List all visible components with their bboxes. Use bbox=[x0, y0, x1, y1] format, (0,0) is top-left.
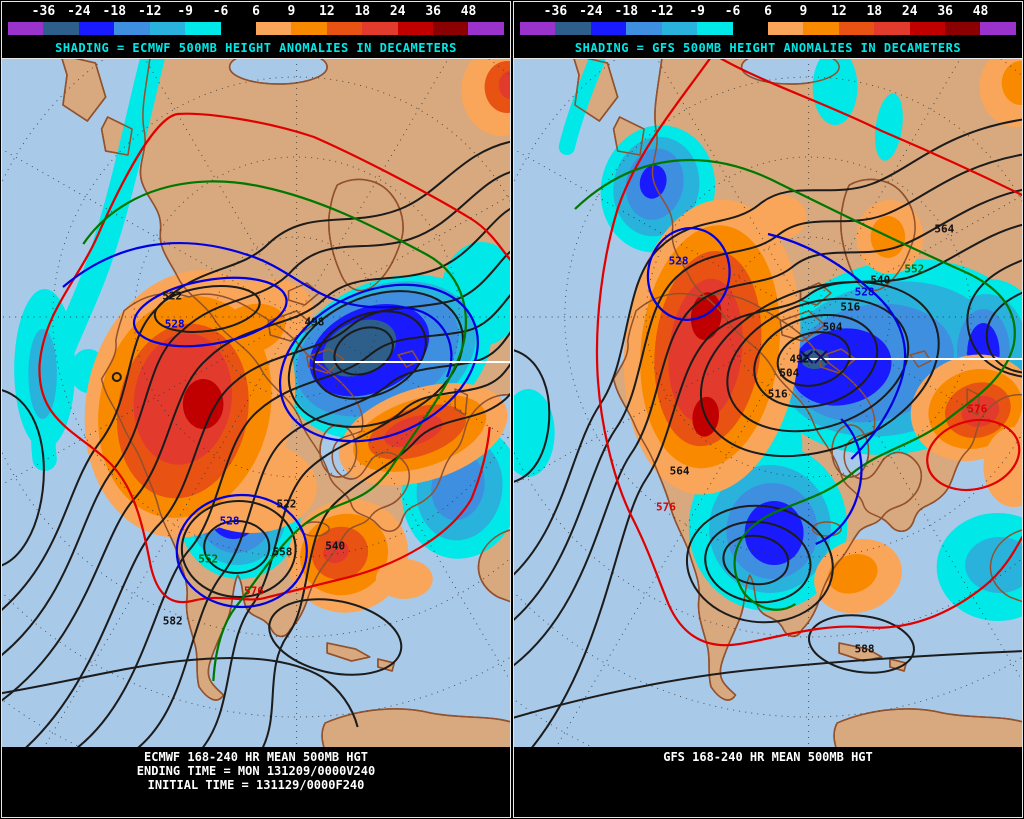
colorbar-tick-label: -36 bbox=[543, 4, 568, 19]
colorbar-tick-label: -24 bbox=[67, 4, 91, 19]
colorbar-tick-label: 9 bbox=[287, 4, 296, 19]
caption-line: GFS 168-240 HR MEAN 500MB HGT bbox=[663, 750, 873, 764]
height-contours-colored bbox=[574, 59, 1022, 647]
map-ecmwf: 522 528 498 522 528 552 558 540 576 582 bbox=[2, 59, 510, 747]
panel-gfs: -36 -24 -18 -12 -9 -6 6 9 12 18 24 36 48 SHADING = G… bbox=[513, 1, 1023, 818]
colorbar-segment bbox=[874, 22, 910, 35]
colorbar-tick-label: 12 bbox=[831, 4, 847, 19]
colorbar-tick-label: 6 bbox=[252, 4, 260, 19]
colorbar-header-gfs: -36 -24 -18 -12 -9 -6 6 9 12 18 24 36 48 SHADING = G… bbox=[514, 2, 1022, 59]
shading-title: SHADING = GFS 500MB HEIGHT ANOMALIES IN … bbox=[574, 41, 962, 55]
colorbar-tick-label: -24 bbox=[579, 4, 603, 19]
colorbar-tick-label: 36 bbox=[937, 4, 953, 19]
colorbar-tick-labels: -36 -24 -18 -12 -9 -6 6 9 12 18 24 36 48 bbox=[520, 4, 1016, 20]
colorbar-segment bbox=[255, 22, 292, 35]
shading-title: SHADING = ECMWF 500MB HEIGHT ANOMALIES I… bbox=[55, 41, 457, 55]
colorbar-segment bbox=[697, 22, 733, 35]
colorbar-segment bbox=[661, 22, 698, 35]
colorbar-segment bbox=[433, 22, 469, 35]
height-contours-colored bbox=[38, 112, 510, 682]
colorbar-tick-label: 12 bbox=[319, 4, 335, 19]
colorbar-tick-label: -12 bbox=[137, 4, 162, 19]
caption-gfs: GFS 168-240 HR MEAN 500MB HGT bbox=[514, 747, 1022, 764]
colorbar-segment bbox=[8, 22, 44, 35]
colorbar-tick-label: -12 bbox=[649, 4, 674, 19]
colorbar-segment bbox=[43, 22, 79, 35]
colorbar-segment bbox=[362, 22, 398, 35]
colorbar-segment bbox=[767, 22, 804, 35]
contour-552-green bbox=[574, 158, 1016, 611]
colorbar-tick-label: -9 bbox=[689, 4, 705, 19]
colorbar-tick-label: -36 bbox=[31, 4, 56, 19]
map-gfs: 528 564 552 540 528 516 504 492 504 516 576 564 576 5… bbox=[514, 59, 1022, 747]
colorbar-tick-label: -18 bbox=[102, 4, 127, 19]
colorbar-tick-label: 36 bbox=[425, 4, 441, 19]
colorbar-segment bbox=[397, 22, 434, 35]
colorbar-segment bbox=[114, 22, 150, 35]
colorbar-segment bbox=[980, 22, 1016, 35]
contour-528-blue bbox=[62, 241, 453, 378]
caption-line: ENDING TIME = MON 131209/0000V240 bbox=[136, 764, 376, 778]
colorbar-segment bbox=[78, 22, 115, 35]
colorbar bbox=[520, 22, 1016, 35]
colorbar-tick-label: 18 bbox=[866, 4, 883, 19]
map-svg-gfs bbox=[514, 59, 1022, 747]
colorbar-tick-label: -18 bbox=[614, 4, 639, 19]
colorbar-tick-label: -9 bbox=[177, 4, 193, 19]
colorbar-tick-label: 9 bbox=[799, 4, 808, 19]
colorbar-tick-label: -6 bbox=[724, 4, 741, 19]
colorbar-segment bbox=[326, 22, 363, 35]
colorbar-segment bbox=[945, 22, 981, 35]
colorbar-segment bbox=[291, 22, 327, 35]
contour-528-blue bbox=[646, 227, 731, 321]
colorbar-header-ecmwf: -36 -24 -18 -12 -9 -6 6 9 12 18 24 36 48 SHADING = E… bbox=[2, 2, 510, 59]
colorbar-segment bbox=[555, 22, 591, 35]
caption-ecmwf: ECMWF 168-240 HR MEAN 500MB HGT ENDING TI… bbox=[2, 747, 510, 792]
colorbar-segment bbox=[590, 22, 627, 35]
colorbar-segment bbox=[220, 22, 256, 35]
map-svg-ecmwf bbox=[2, 59, 510, 747]
colorbar-segment bbox=[520, 22, 556, 35]
height-contours-black bbox=[2, 140, 510, 747]
contour-552-green bbox=[82, 180, 467, 682]
contour-576-red bbox=[38, 112, 510, 604]
colorbar-tick-label: 48 bbox=[460, 4, 477, 19]
colorbar-segment bbox=[185, 22, 221, 35]
low-center-marker bbox=[799, 350, 828, 364]
colorbar-segment bbox=[149, 22, 186, 35]
colorbar-segment bbox=[803, 22, 839, 35]
colorbar-tick-label: 6 bbox=[764, 4, 772, 19]
colorbar bbox=[8, 22, 504, 35]
contour-576-red bbox=[595, 59, 1022, 647]
colorbar-tick-label: 18 bbox=[354, 4, 371, 19]
colorbar-segment bbox=[626, 22, 662, 35]
colorbar-tick-label: 24 bbox=[901, 4, 918, 19]
colorbar-tick-label: 48 bbox=[972, 4, 989, 19]
colorbar-segment bbox=[838, 22, 875, 35]
colorbar-segment bbox=[468, 22, 504, 35]
colorbar-tick-label: -6 bbox=[212, 4, 229, 19]
colorbar-segment bbox=[909, 22, 946, 35]
colorbar-segment bbox=[732, 22, 768, 35]
colorbar-tick-labels: -36 -24 -18 -12 -9 -6 6 9 12 18 24 36 48 bbox=[8, 4, 504, 20]
panel-ecmwf: -36 -24 -18 -12 -9 -6 6 9 12 18 24 36 48 SHADING = E… bbox=[1, 1, 511, 818]
colorbar-tick-label: 24 bbox=[389, 4, 406, 19]
caption-line: INITIAL TIME = 131129/0000F240 bbox=[147, 778, 365, 792]
caption-line: ECMWF 168-240 HR MEAN 500MB HGT bbox=[144, 750, 368, 764]
